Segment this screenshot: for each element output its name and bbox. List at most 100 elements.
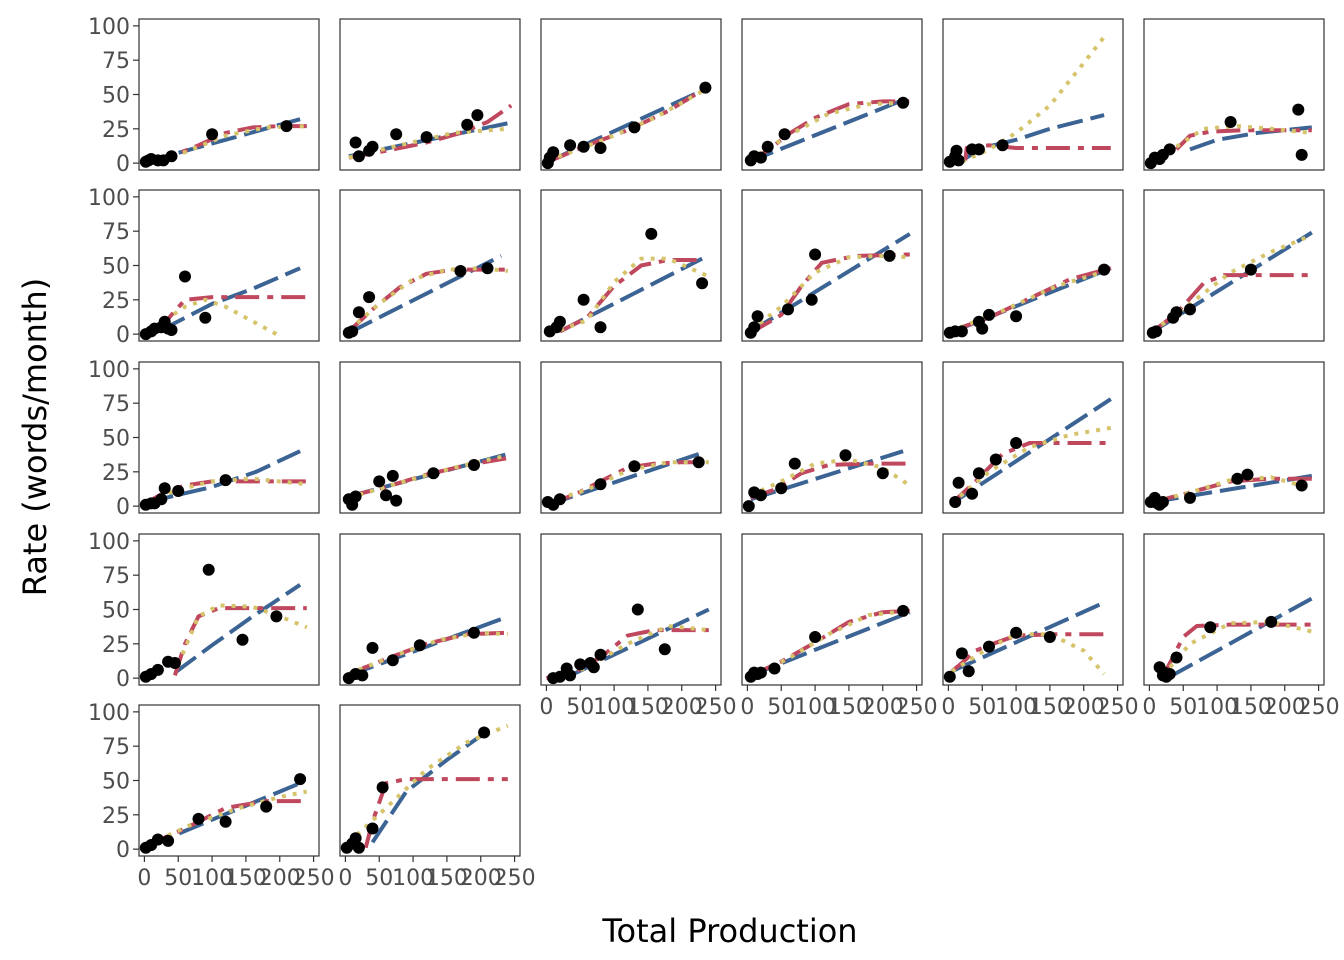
y-tick-label: 100	[88, 701, 130, 726]
data-point	[983, 308, 995, 321]
logistic-fit-line	[172, 606, 307, 677]
data-point	[1043, 631, 1056, 643]
quadratic-fit-line	[347, 723, 509, 844]
quadratic-fit-line	[547, 85, 710, 163]
panel-frame	[339, 189, 521, 342]
x-tick-label: 250	[1097, 695, 1139, 720]
data-point	[349, 832, 362, 845]
linear-fit-line	[750, 610, 911, 678]
linear-fit-line	[370, 729, 489, 844]
data-point	[346, 325, 359, 338]
facet-panel	[339, 18, 521, 171]
y-tick-label: 75	[102, 564, 130, 589]
data-point	[386, 469, 399, 482]
data-point	[454, 265, 467, 277]
y-tick-label: 75	[102, 735, 130, 760]
data-point	[1244, 263, 1257, 276]
data-point	[983, 640, 995, 653]
data-point	[564, 139, 577, 152]
data-point	[280, 120, 293, 133]
logistic-fit-line	[348, 456, 509, 499]
facet-panel	[540, 189, 722, 342]
panel-frame	[1143, 189, 1325, 342]
x-tick-label: 250	[494, 866, 536, 891]
fit-lines	[950, 397, 1112, 506]
data-point	[692, 456, 705, 469]
linear-fit-line	[1151, 230, 1313, 334]
panel-frame	[540, 533, 722, 686]
facet-panel	[1143, 361, 1325, 514]
data-point	[547, 146, 560, 159]
data-point	[972, 143, 985, 156]
linear-fit-line	[1152, 473, 1313, 504]
data-point	[165, 150, 178, 163]
data-point	[420, 131, 433, 144]
quadratic-fit-line	[559, 256, 710, 332]
data-point	[1204, 621, 1217, 634]
y-tick-label: 0	[116, 323, 130, 348]
data-point	[876, 467, 889, 480]
x-tick-label: 150	[426, 866, 468, 891]
x-tick-label: 50	[767, 695, 795, 720]
panel-frame	[942, 189, 1124, 342]
linear-fit-line	[1189, 125, 1313, 152]
data-point	[1184, 491, 1196, 504]
fit-lines	[749, 232, 911, 335]
data-point	[577, 140, 590, 153]
x-tick-label: 0	[338, 866, 352, 891]
logistic-fit-line	[348, 630, 508, 676]
linear-fit-line	[147, 781, 301, 849]
x-tick-label: 50	[566, 695, 594, 720]
data-point	[658, 643, 671, 656]
x-tick-label: 50	[1169, 695, 1197, 720]
data-point	[1163, 143, 1176, 156]
data-point	[151, 663, 164, 676]
x-tick-label: 50	[164, 866, 192, 891]
data-point	[955, 325, 968, 338]
fit-lines	[1175, 124, 1313, 152]
data-point	[553, 670, 566, 683]
data-point	[1170, 651, 1183, 664]
x-tick-label: 200	[460, 866, 502, 891]
data-point	[553, 315, 566, 328]
panel-frame	[741, 533, 923, 686]
y-tick-label: 50	[102, 427, 130, 452]
data-point	[172, 485, 185, 497]
x-tick-label: 250	[695, 695, 737, 720]
data-point	[366, 140, 379, 153]
data-point	[390, 494, 403, 507]
quadratic-fit-line	[950, 632, 1106, 676]
data-point	[219, 474, 232, 487]
data-point	[587, 661, 600, 674]
data-point	[952, 154, 965, 167]
fit-lines	[172, 583, 308, 677]
linear-fit-line	[750, 449, 904, 502]
logistic-fit-line	[348, 103, 513, 160]
data-point	[553, 493, 566, 506]
logistic-fit-line	[750, 461, 910, 500]
data-point	[950, 144, 963, 157]
linear-fit-line	[145, 117, 301, 164]
linear-fit-line	[547, 452, 700, 507]
data-point	[594, 478, 607, 491]
data-point	[294, 773, 307, 786]
x-tick-label: 200	[661, 695, 703, 720]
data-point	[151, 833, 164, 846]
data-point	[761, 140, 774, 153]
data-point	[461, 118, 474, 131]
facet-panel: 0 25 50 75 100	[88, 358, 320, 520]
logistic-fit-line	[347, 267, 508, 333]
data-point	[574, 658, 587, 671]
data-point	[219, 815, 232, 828]
x-tick-label: 150	[627, 695, 669, 720]
data-point	[754, 151, 767, 164]
data-point	[162, 834, 175, 847]
data-point	[628, 121, 641, 134]
data-point	[645, 227, 658, 240]
data-point	[1292, 103, 1305, 116]
panel-frame	[540, 361, 722, 514]
data-point	[386, 654, 399, 667]
data-point	[839, 449, 852, 462]
